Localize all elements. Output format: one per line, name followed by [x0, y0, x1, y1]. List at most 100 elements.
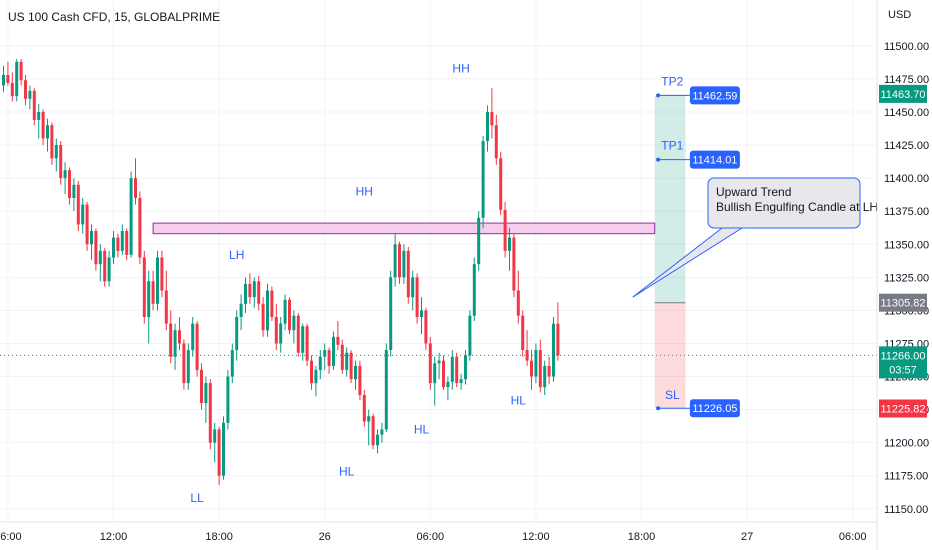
candle-body	[376, 434, 379, 446]
candle-body	[424, 310, 428, 344]
candle-body	[384, 350, 388, 430]
price-axis[interactable]: 11500.00 11475.00 11450.00 11425.00 11400.00…	[876, 0, 929, 550]
candle-body	[274, 317, 278, 344]
candle-body	[129, 178, 133, 255]
candle-body	[213, 429, 217, 443]
chart-title: US 100 Cash CFD, 15, GLOBALPRIME	[8, 10, 221, 24]
zones	[152, 222, 656, 235]
candle-body	[340, 344, 344, 370]
sl-price-text: 11226.05	[692, 403, 737, 415]
candle-body	[2, 74, 5, 86]
candle-body	[230, 350, 234, 377]
candle-body	[156, 257, 159, 304]
candle-body	[521, 315, 525, 351]
y-tick-label: 11375.00	[884, 206, 929, 218]
candle-body	[547, 365, 551, 377]
candle-body	[486, 112, 489, 142]
candle-body	[481, 141, 485, 218]
candle-body	[450, 356, 454, 382]
candle-body	[415, 277, 419, 317]
candle-body	[389, 277, 393, 351]
long-position-tool[interactable]: 11462.59 TP2 11414.01 TP1 11226.05 SL	[654, 74, 740, 418]
candle-body	[195, 323, 199, 370]
candle-body	[182, 343, 186, 384]
candle-body	[296, 315, 300, 353]
candle-body	[257, 281, 261, 304]
pivot-label: HH	[452, 61, 469, 75]
pivot-label: HL	[414, 422, 430, 436]
candle-body	[98, 250, 102, 265]
plot-area	[0, 0, 877, 522]
candle-body	[37, 112, 41, 120]
candle-body	[217, 429, 221, 476]
candle-body	[178, 330, 181, 344]
candle-body	[437, 360, 441, 364]
candle-body	[261, 303, 265, 331]
loss-zone	[654, 302, 686, 409]
candle-body	[336, 336, 340, 345]
candle-body	[50, 125, 54, 159]
candle-body	[490, 112, 494, 126]
tp2-label: TP2	[661, 74, 683, 88]
resistance-zone	[152, 222, 656, 235]
candle-body	[380, 429, 384, 435]
x-tick-label: 06:00	[0, 531, 22, 543]
candle-body	[318, 356, 322, 370]
candle-body	[508, 237, 511, 251]
candle-body	[446, 381, 450, 388]
x-tick-label: 27	[741, 531, 753, 543]
y-tick-label: 11400.00	[884, 173, 929, 185]
y-tick-label: 11475.00	[884, 74, 929, 86]
candle-body	[41, 112, 45, 139]
candle-body	[252, 281, 256, 298]
candle-body	[354, 365, 357, 380]
candle-body	[552, 323, 555, 377]
candle-body	[160, 257, 164, 291]
candle-body	[543, 365, 547, 388]
candle-body	[76, 184, 80, 225]
candle-body	[349, 352, 353, 380]
candle-body	[538, 350, 542, 388]
candle-body	[371, 416, 375, 446]
y-tick-label: 11175.00	[884, 471, 928, 483]
candles	[2, 59, 560, 485]
candle-body	[138, 197, 142, 258]
candle-body	[402, 250, 406, 278]
candle-body	[204, 383, 208, 403]
x-tick-label: 18:00	[205, 531, 233, 543]
y-tick-label: 11450.00	[884, 107, 929, 119]
callout-box	[707, 177, 861, 229]
candle-body	[107, 257, 111, 282]
candle-body	[398, 244, 401, 278]
candle-body	[455, 356, 459, 384]
candle-body	[266, 290, 269, 331]
candle-body	[442, 360, 445, 388]
candle-body	[310, 360, 313, 384]
y-tick-label: 11350.00	[884, 239, 929, 251]
candle-body	[327, 350, 331, 366]
time-axis[interactable]: 06:00 12:00 18:00 26 06:00 12:00 18:00 27 06:00	[0, 521, 877, 543]
pivot-label: HH	[356, 184, 373, 198]
candle-body	[208, 383, 212, 443]
candle-body	[411, 277, 415, 298]
low-price-badge	[879, 399, 927, 418]
candle-body	[68, 170, 71, 198]
candle-body	[19, 61, 23, 81]
tp1-price-text: 11414.01	[692, 155, 737, 167]
candle-body	[270, 290, 274, 317]
candle-body	[556, 323, 560, 356]
x-tick-label: 18:00	[628, 531, 656, 543]
y-tick-label: 11200.00	[884, 438, 929, 450]
candle-body	[63, 170, 67, 179]
candle-body	[142, 257, 146, 317]
candle-body	[81, 204, 85, 225]
candle-body	[362, 395, 366, 422]
x-tick-label: 06:00	[417, 531, 445, 543]
entry-price-badge-text: 11305.82	[880, 298, 925, 310]
candle-body	[468, 315, 472, 356]
candle-body	[222, 422, 225, 476]
candle-body	[125, 231, 129, 255]
pivot-label: LL	[190, 491, 204, 505]
